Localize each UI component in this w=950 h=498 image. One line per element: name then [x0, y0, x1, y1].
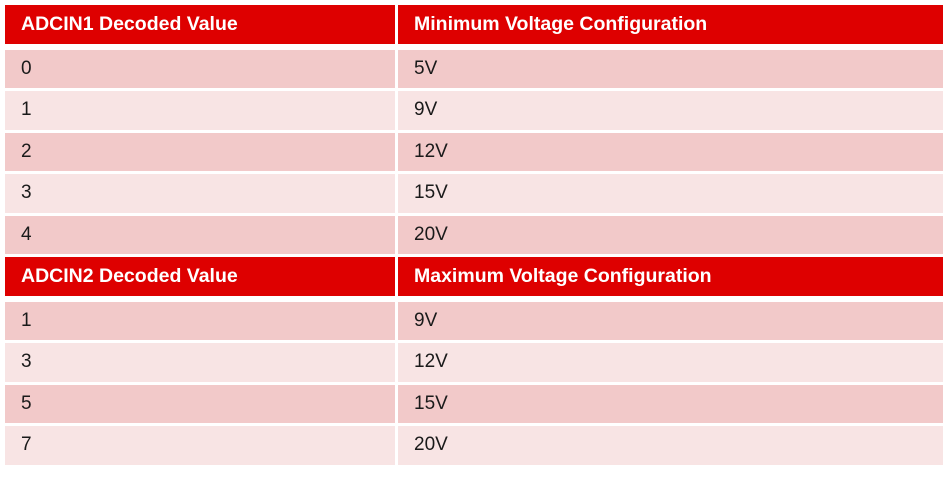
column-header: ADCIN1 Decoded Value	[5, 5, 395, 44]
voltage-cell: 12V	[398, 343, 943, 382]
column-header: Minimum Voltage Configuration	[398, 5, 943, 44]
table-row: 1 9V	[5, 91, 943, 130]
table-row: 4 20V	[5, 215, 943, 254]
table-row: 7 20V	[5, 426, 943, 465]
column-header: Maximum Voltage Configuration	[398, 257, 943, 296]
voltage-cell: 5V	[398, 46, 943, 88]
table-row: 2 12V	[5, 132, 943, 171]
voltage-cell: 20V	[398, 426, 943, 465]
voltage-cell: 15V	[398, 174, 943, 213]
table-row: 3 12V	[5, 343, 943, 382]
voltage-configuration-table: ADCIN1 Decoded Value Minimum Voltage Conf…	[2, 2, 946, 468]
decoded-value-cell: 1	[5, 298, 395, 340]
voltage-cell: 9V	[398, 298, 943, 340]
decoded-value-cell: 4	[5, 215, 395, 254]
voltage-cell: 15V	[398, 384, 943, 423]
decoded-value-cell: 3	[5, 343, 395, 382]
table-row: 1 9V	[5, 298, 943, 340]
decoded-value-cell: 5	[5, 384, 395, 423]
voltage-cell: 9V	[398, 91, 943, 130]
voltage-cell: 20V	[398, 215, 943, 254]
decoded-value-cell: 3	[5, 174, 395, 213]
decoded-value-cell: 0	[5, 46, 395, 88]
voltage-cell: 12V	[398, 132, 943, 171]
table-row: 3 15V	[5, 174, 943, 213]
table-row: 5 15V	[5, 384, 943, 423]
decoded-value-cell: 1	[5, 91, 395, 130]
decoded-value-cell: 7	[5, 426, 395, 465]
column-header: ADCIN2 Decoded Value	[5, 257, 395, 296]
decoded-value-cell: 2	[5, 132, 395, 171]
header-row-1: ADCIN1 Decoded Value Minimum Voltage Conf…	[5, 5, 943, 44]
header-row-2: ADCIN2 Decoded Value Maximum Voltage Conf…	[5, 257, 943, 296]
table-row: 0 5V	[5, 46, 943, 88]
